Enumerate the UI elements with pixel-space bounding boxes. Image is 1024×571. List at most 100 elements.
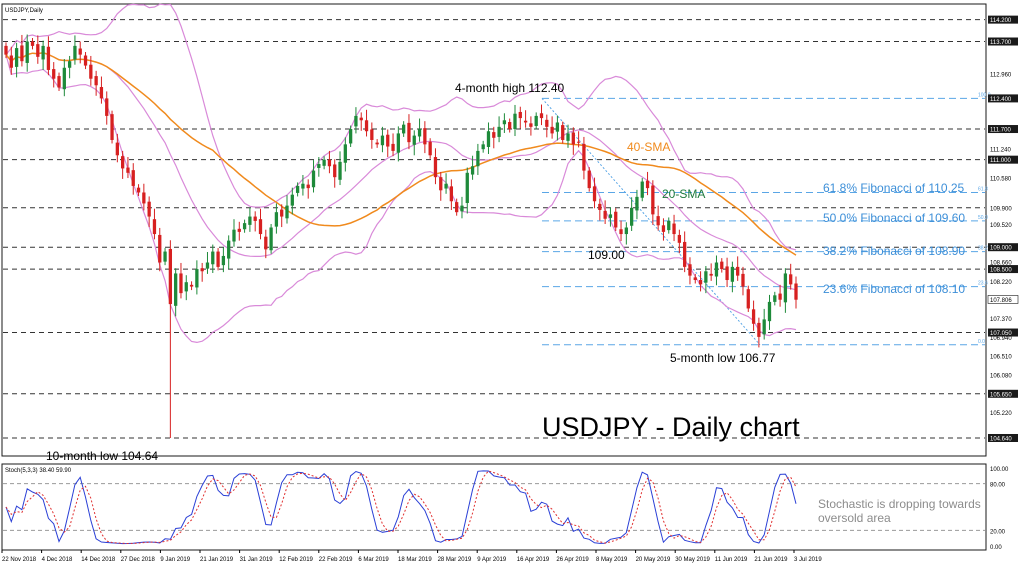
candle-body [624, 227, 628, 235]
candle-body [672, 223, 676, 235]
candle-body [513, 113, 517, 130]
date-label: 4 Dec 2018 [42, 557, 73, 563]
candle-body [126, 167, 130, 173]
candle-body [227, 240, 231, 259]
candle-body [20, 45, 24, 62]
stoch-tick-label: 20.00 [990, 529, 1006, 535]
candle-body [423, 128, 427, 145]
candle-body [417, 129, 422, 137]
candle-body [147, 201, 151, 217]
candle-body [736, 266, 740, 276]
candle-body [391, 143, 395, 151]
candle-body [486, 131, 491, 147]
candle-body [614, 211, 618, 228]
candle-body [380, 135, 385, 146]
price-tick-box [988, 243, 1018, 252]
date-label: 27 Dec 2018 [121, 557, 156, 563]
candle-body [757, 322, 761, 337]
candle-body [216, 251, 220, 267]
candle-body [370, 129, 374, 140]
candle-body [741, 273, 745, 287]
candle-body [730, 266, 735, 282]
candle-body [195, 269, 199, 288]
price-tick-box [988, 125, 1018, 134]
price-tick-label: 111.000 [990, 158, 1011, 164]
candle-body [333, 164, 337, 178]
candle-body [189, 284, 194, 287]
candle-body [502, 120, 507, 125]
date-label: 14 Dec 2018 [81, 557, 116, 563]
candle-body [789, 274, 793, 285]
date-label: 3 Jul 2019 [794, 557, 822, 563]
stoch-tick-label: 80.00 [990, 483, 1006, 489]
candle-body [57, 76, 61, 88]
candle-body [62, 67, 66, 90]
candle-body [529, 123, 533, 127]
candle-body [433, 157, 438, 178]
price-tick-label: 108.220 [990, 280, 1012, 286]
fib-pct-label: 61.8 [978, 186, 988, 192]
candle-body [661, 225, 666, 232]
candle-body [598, 203, 602, 210]
candle-body [158, 234, 162, 263]
candle-body [444, 183, 448, 189]
candle-body [794, 283, 798, 300]
candle-body [762, 319, 766, 335]
candle-body [667, 220, 671, 231]
candle-body [41, 45, 45, 60]
candle-body [407, 122, 411, 143]
candle-body [402, 124, 406, 134]
candle-body [67, 61, 72, 68]
chart-title: USDJPY - Daily chart [542, 412, 800, 442]
price-tick-box [988, 94, 1018, 103]
price-tick-label: 112.960 [990, 72, 1012, 78]
price-tick-label: 109.520 [990, 223, 1012, 229]
price-tick-box [988, 155, 1018, 164]
candle-body [534, 115, 538, 126]
candle-body [651, 185, 655, 215]
candle-body [386, 134, 390, 147]
candle-body [89, 64, 93, 79]
candle-body [470, 166, 475, 175]
candle-body [576, 141, 581, 143]
price-tick-label: 107.050 [990, 331, 1012, 337]
price-tick-box [988, 265, 1018, 274]
price-axis: 114.200 113.700 112.960 112.400 111.700 111.2… [987, 15, 1019, 442]
candle-body [264, 236, 268, 250]
price-tick-box [988, 15, 1018, 24]
date-axis: 22 Nov 2018 4 Dec 2018 14 Dec 2018 27 Dec 2… [1, 550, 822, 563]
candle-body [364, 120, 369, 132]
date-label: 20 May 2019 [636, 557, 671, 563]
candle-body [603, 210, 607, 219]
candle-body [285, 205, 289, 219]
low-5m-annotation: 5-month low 106.77 [670, 351, 776, 365]
fib-618-label: 61.8% Fibonacci of 110.25 [823, 181, 965, 195]
candle-body [688, 264, 692, 276]
candle-body [99, 87, 104, 99]
candle-body [354, 115, 358, 127]
candle-body [555, 122, 560, 132]
candle-body [110, 114, 114, 140]
fib-pct-label: 0.0 [978, 339, 985, 345]
stoch-note-line1: Stochastic is dropping towards [818, 497, 981, 511]
candle-body [274, 212, 279, 227]
candle-body [778, 293, 782, 300]
candle-body [783, 273, 788, 303]
price-tick-label: 106.940 [990, 336, 1012, 342]
candle-body [46, 46, 51, 70]
candle-body [317, 164, 321, 168]
candle-body [359, 117, 363, 121]
candle-body [561, 125, 565, 140]
candle-body [476, 150, 480, 167]
candle-body [629, 207, 634, 226]
candle-body [714, 262, 719, 277]
date-label: 16 Apr 2019 [517, 557, 550, 563]
date-label: 12 Feb 2019 [279, 557, 313, 563]
price-tick-label: 113.700 [990, 40, 1012, 46]
candle-body [311, 170, 316, 188]
stoch-tick-label: 100.00 [990, 467, 1009, 473]
price-tick-label: 108.500 [990, 268, 1012, 274]
candle-body [550, 126, 554, 134]
date-label: 21 Jun 2019 [754, 557, 788, 563]
date-label: 8 May 2019 [596, 557, 628, 563]
